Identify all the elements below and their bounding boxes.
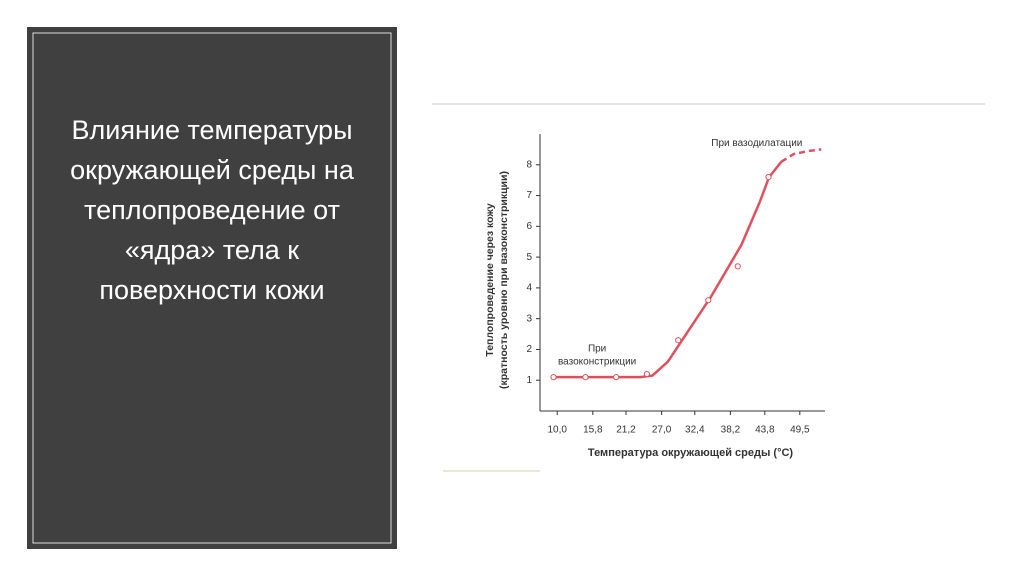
data-point bbox=[675, 337, 682, 344]
x-tick-label: 38,2 bbox=[721, 425, 741, 436]
y-tick-label: 1 bbox=[526, 375, 532, 386]
x-tick-label: 15,8 bbox=[583, 425, 603, 436]
chart-box bbox=[432, 103, 985, 472]
data-point bbox=[734, 263, 741, 270]
x-tick-label: 27,0 bbox=[652, 425, 672, 436]
title-container: Влияние температуры окружающей среды на … bbox=[70, 115, 354, 305]
data-point bbox=[550, 374, 557, 381]
y-tick-label: 5 bbox=[526, 252, 532, 263]
x-tick-label: 49,5 bbox=[790, 425, 810, 436]
x-tick-label: 43,8 bbox=[755, 425, 775, 436]
y-tick-label: 7 bbox=[526, 190, 532, 201]
slide-title: Влияние температуры окружающей среды на … bbox=[70, 115, 354, 305]
data-point bbox=[582, 374, 589, 381]
y-tick-label: 6 bbox=[526, 221, 532, 232]
y-tick-label: 8 bbox=[526, 159, 532, 170]
x-axis-label: Температура окружающей среды (°С) bbox=[588, 447, 794, 459]
y-tick-label: 4 bbox=[526, 283, 532, 294]
x-tick-label: 32,4 bbox=[685, 425, 705, 436]
data-point bbox=[765, 173, 772, 181]
annotation: При bbox=[588, 343, 606, 354]
data-point bbox=[643, 370, 650, 378]
y-tick-label: 2 bbox=[526, 344, 532, 355]
y-tick-label: 3 bbox=[526, 313, 532, 324]
x-tick-label: 21,2 bbox=[616, 425, 636, 436]
curve-extension bbox=[780, 148, 822, 163]
data-point bbox=[705, 297, 712, 304]
x-tick-label: 10,0 bbox=[547, 425, 567, 436]
panel-border bbox=[32, 32, 392, 544]
annotation: При вазодилатации bbox=[711, 138, 802, 149]
data-point bbox=[613, 374, 620, 381]
title-panel bbox=[27, 27, 397, 549]
y-axis-label: (кратность уровню при вазоконстрикции) bbox=[498, 171, 510, 389]
annotation: вазоконстрикции bbox=[558, 356, 636, 367]
y-axis-label: Теплопроведение через кожу bbox=[484, 203, 496, 357]
